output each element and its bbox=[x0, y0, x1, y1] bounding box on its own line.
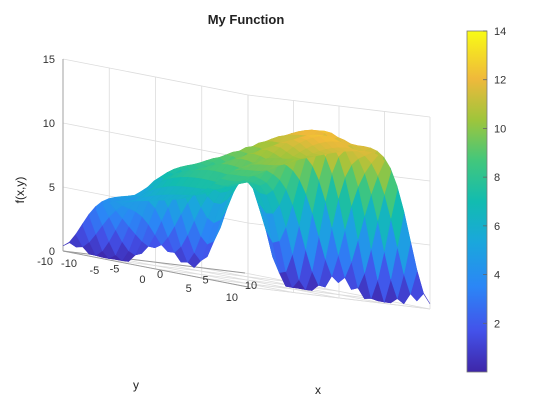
grid-line bbox=[201, 277, 384, 301]
z-axis-label: f(x,y) bbox=[13, 177, 27, 204]
x-tick-label: -5 bbox=[110, 264, 120, 276]
y-axis-line bbox=[62, 250, 249, 288]
chart-title: My Function bbox=[208, 12, 285, 27]
z-tick-label: 0 bbox=[49, 246, 55, 258]
y-axis-label: y bbox=[133, 378, 139, 392]
colorbar-tick-label: 2 bbox=[494, 318, 500, 330]
y-tick-label: -10 bbox=[37, 256, 53, 268]
colorbar: 2 4 6 8 10 12 14 bbox=[466, 26, 506, 373]
colorbar-tick-label: 4 bbox=[494, 270, 500, 282]
colorbar-tick-label: 14 bbox=[494, 26, 506, 38]
colorbar-tick-label: 12 bbox=[494, 75, 506, 87]
z-tick-label: 15 bbox=[43, 54, 55, 66]
grid-line bbox=[109, 259, 292, 283]
axis-ticks: -10 -5 0 5 10 -10 -5 0 5 10 0 5 10 15 bbox=[37, 54, 257, 304]
x-tick-label: 0 bbox=[157, 269, 163, 281]
z-tick-label: 10 bbox=[43, 118, 55, 130]
colorbar-tick-label: 6 bbox=[494, 221, 500, 233]
colorbar-tick-label: 10 bbox=[494, 123, 506, 135]
x-tick-label: 5 bbox=[202, 275, 208, 287]
x-tick-label: -10 bbox=[61, 258, 77, 270]
y-tick-label: 0 bbox=[139, 274, 145, 286]
colorbar-gradient bbox=[466, 30, 488, 373]
y-tick-label: -5 bbox=[89, 265, 99, 277]
surface-patch bbox=[241, 162, 255, 168]
x-axis-label: x bbox=[315, 383, 321, 397]
grid-line bbox=[62, 58, 249, 96]
surface-plot bbox=[62, 129, 431, 305]
grid-line bbox=[247, 286, 431, 310]
grid-line bbox=[62, 122, 249, 160]
grid-line bbox=[247, 94, 431, 118]
y-tick-label: 10 bbox=[226, 292, 238, 304]
colorbar-tick-label: 8 bbox=[494, 172, 500, 184]
x-tick-label: 10 bbox=[245, 280, 257, 292]
z-tick-label: 5 bbox=[49, 182, 55, 194]
y-tick-label: 5 bbox=[186, 283, 192, 295]
